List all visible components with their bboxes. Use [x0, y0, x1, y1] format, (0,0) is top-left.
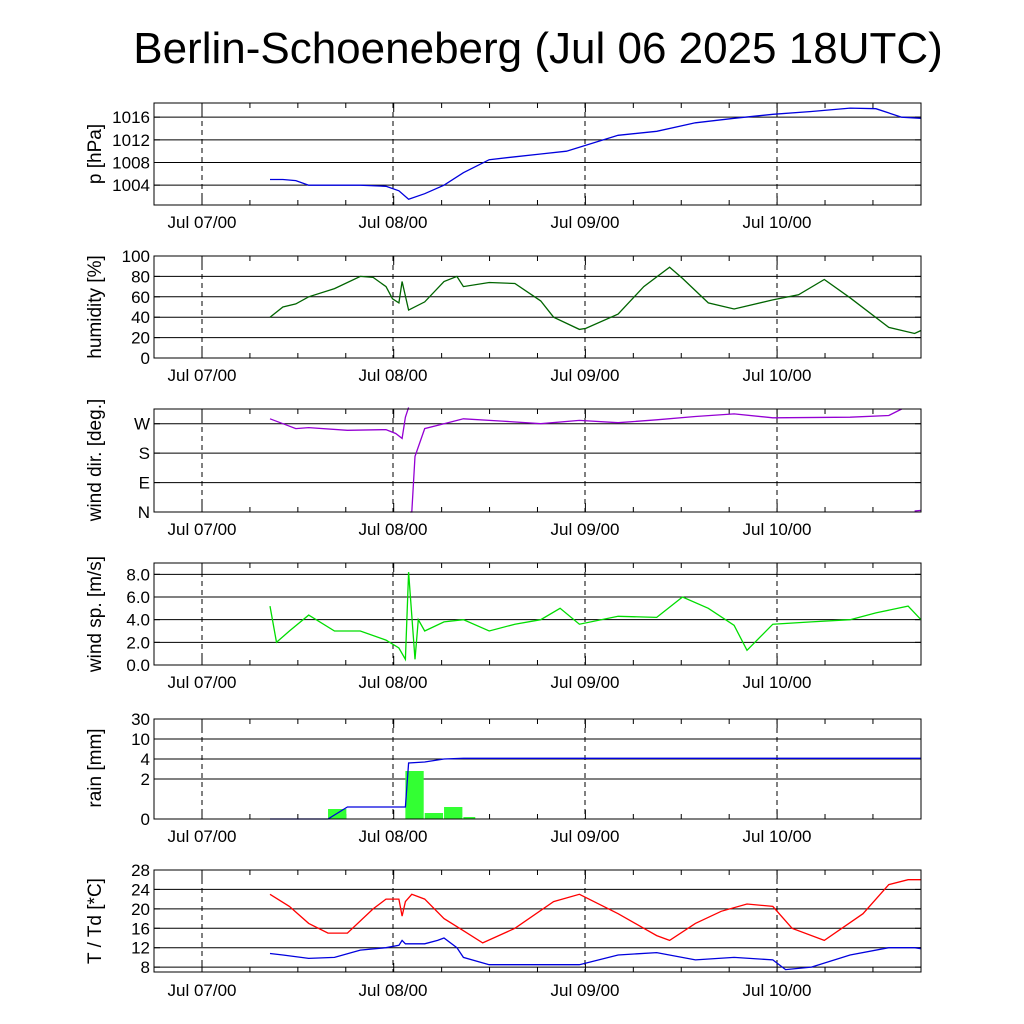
- y-tick-label: 0.0: [126, 656, 150, 675]
- y-tick-label: 28: [131, 861, 150, 880]
- x-tick-label: Jul 10/00: [743, 520, 812, 539]
- plot-frame: [153, 869, 922, 973]
- x-tick-label: Jul 10/00: [743, 827, 812, 846]
- y-tick-label: 4.0: [126, 611, 150, 630]
- x-tick-label: Jul 07/00: [168, 520, 237, 539]
- y-tick-label: 8: [141, 958, 150, 977]
- rain-bar: [463, 817, 476, 819]
- y-tick-label: 16: [131, 919, 150, 938]
- x-tick-label: Jul 08/00: [359, 366, 428, 385]
- y-axis-label: T / Td [*C]: [85, 878, 106, 964]
- x-tick-label: Jul 09/00: [551, 520, 620, 539]
- x-tick-label: Jul 09/00: [551, 827, 620, 846]
- y-tick-label: 8.0: [126, 565, 150, 584]
- chart-title: Berlin-Schoeneberg (Jul 06 2025 18UTC): [133, 24, 943, 73]
- series-line-p4: [269, 572, 922, 662]
- x-tick-label: Jul 08/00: [359, 213, 428, 232]
- x-tick-label: Jul 10/00: [743, 981, 812, 1000]
- y-tick-label: 60: [131, 288, 150, 307]
- y-tick-label: 1012: [112, 131, 150, 150]
- y-tick-label: 6.0: [126, 588, 150, 607]
- series-line-p2: [269, 266, 922, 335]
- rain-bar: [405, 771, 424, 819]
- y-tick-label: 100: [122, 247, 150, 266]
- y-tick-label: 12: [131, 939, 150, 958]
- x-tick-label: Jul 09/00: [551, 366, 620, 385]
- x-tick-label: Jul 10/00: [743, 213, 812, 232]
- y-tick-label: 40: [131, 308, 150, 327]
- series-line-td: [269, 937, 922, 971]
- series-line-t: [269, 879, 921, 944]
- plot-frame: [153, 102, 922, 206]
- x-tick-label: Jul 08/00: [359, 520, 428, 539]
- series-line-p1: [270, 107, 922, 201]
- panel-1: 1004 1008 1012 1016 p [hPa] Jul 07/00 Jul 08/0…: [85, 102, 922, 232]
- plot-frame: [153, 255, 922, 359]
- x-tick-label: Jul 07/00: [168, 673, 237, 692]
- x-tick-label: Jul 10/00: [743, 366, 812, 385]
- x-tick-label: Jul 10/00: [743, 673, 812, 692]
- y-tick-label: 0: [141, 810, 150, 829]
- rain-bar: [444, 807, 463, 819]
- y-axis-label: wind dir. [deg.]: [85, 399, 106, 523]
- y-tick-label: 10: [131, 730, 150, 749]
- y-tick-label: N: [138, 503, 150, 522]
- y-tick-label: E: [139, 474, 150, 493]
- x-tick-label: Jul 07/00: [168, 213, 237, 232]
- y-tick-label: W: [134, 415, 150, 434]
- panel-4: 0.0 2.0 4.0 6.0 8.0 wind sp. [m/s] Jul 07/00 Ju…: [85, 556, 922, 692]
- y-axis-label: humidity [%]: [85, 255, 106, 358]
- x-tick-label: Jul 07/00: [168, 366, 237, 385]
- y-tick-label: 80: [131, 267, 150, 286]
- y-tick-label: 4: [141, 750, 150, 769]
- x-tick-label: Jul 07/00: [168, 981, 237, 1000]
- y-tick-label: 20: [131, 329, 150, 348]
- plot-frame: [153, 408, 922, 513]
- y-tick-label: 1016: [112, 108, 150, 127]
- y-tick-label: S: [139, 444, 150, 463]
- y-axis-label: wind sp. [m/s]: [85, 556, 106, 673]
- y-tick-label: 1008: [112, 154, 150, 173]
- y-axis-label: rain [mm]: [85, 728, 106, 807]
- x-tick-label: Jul 08/00: [359, 673, 428, 692]
- x-tick-label: Jul 07/00: [168, 827, 237, 846]
- x-tick-label: Jul 08/00: [359, 827, 428, 846]
- y-tick-label: 1004: [112, 176, 150, 195]
- y-tick-label: 24: [131, 880, 150, 899]
- series-line-accumulated-rain: [270, 757, 921, 820]
- series-line-p3: [269, 407, 922, 513]
- x-tick-label: Jul 09/00: [551, 981, 620, 1000]
- x-tick-label: Jul 08/00: [359, 981, 428, 1000]
- y-tick-label: 0: [141, 349, 150, 368]
- y-tick-label: 30: [131, 710, 150, 729]
- y-tick-label: 2.0: [126, 633, 150, 652]
- rain-bar: [424, 813, 444, 819]
- plot-frame: [153, 562, 922, 666]
- y-axis-label: p [hPa]: [85, 124, 106, 184]
- plot-frame: [153, 718, 922, 820]
- x-tick-label: Jul 09/00: [551, 673, 620, 692]
- y-tick-label: 20: [131, 900, 150, 919]
- x-tick-label: Jul 09/00: [551, 213, 620, 232]
- y-tick-label: 2: [141, 770, 150, 789]
